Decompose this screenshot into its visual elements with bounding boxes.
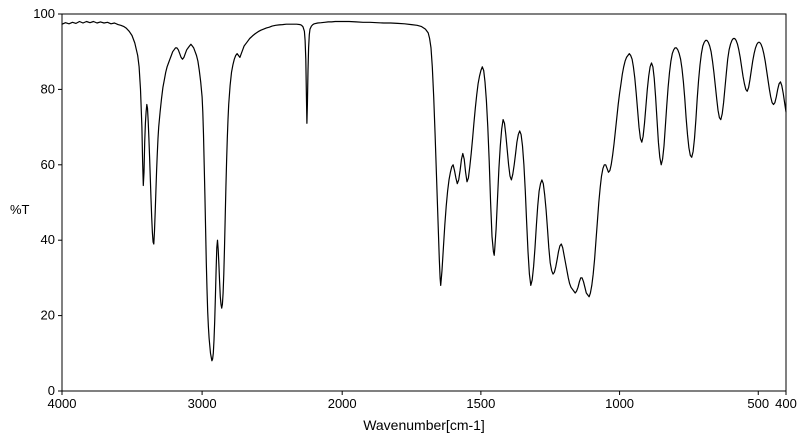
x-tick-label: 1000 <box>605 396 634 411</box>
y-tick-label: 20 <box>41 308 55 323</box>
y-axis-label: %T <box>10 202 30 217</box>
x-tick-label: 4000 <box>48 396 77 411</box>
plot-frame <box>61 13 787 392</box>
x-tick-label: 3000 <box>188 396 217 411</box>
y-tick-label: 0 <box>48 383 55 398</box>
x-tick-label: 2000 <box>328 396 357 411</box>
x-tick-label: 1500 <box>466 396 495 411</box>
y-tick-label: 80 <box>41 81 55 96</box>
x-axis-label: Wavenumber[cm-1] <box>363 417 485 433</box>
x-tick-label: 400 <box>775 396 797 411</box>
x-tick-label: 500 <box>747 396 769 411</box>
spectrum-trace <box>61 20 787 362</box>
y-tick-label: 100 <box>33 6 55 21</box>
y-tick-label: 60 <box>41 157 55 172</box>
y-tick-label: 40 <box>41 232 55 247</box>
